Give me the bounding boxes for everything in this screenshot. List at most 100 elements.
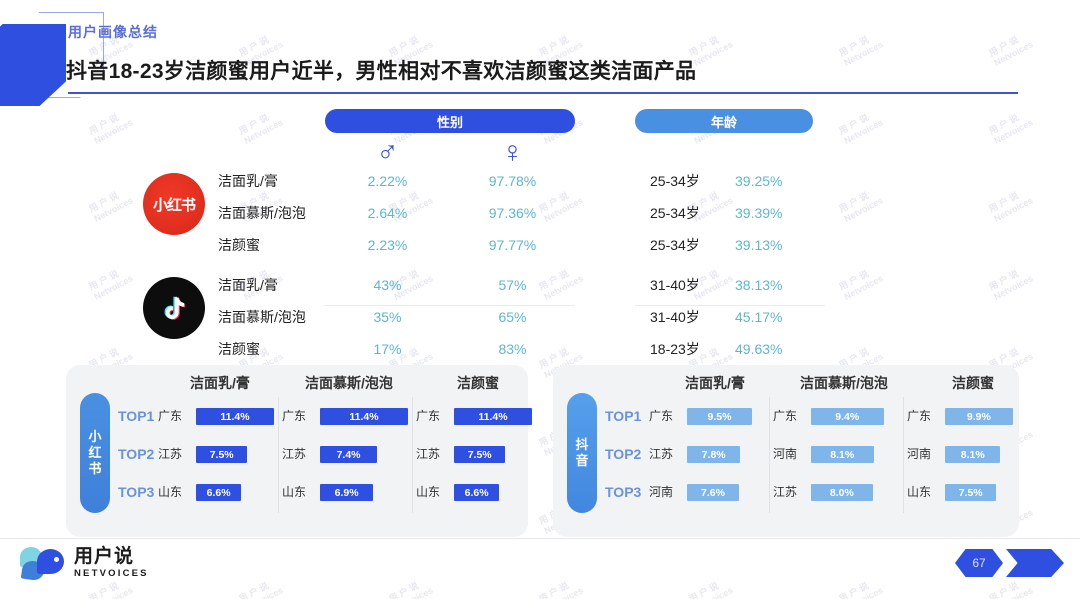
demographics-row: 洁颜蜜 17% 83% 18-23岁 49.63% bbox=[0, 333, 1080, 365]
male-percentage: 43% bbox=[373, 277, 402, 293]
percentage-bar: 11.4% bbox=[454, 408, 532, 425]
rank-label: TOP1 bbox=[605, 408, 642, 424]
column-divider bbox=[278, 397, 279, 513]
female-icon: ♀ bbox=[501, 136, 524, 169]
male-icon: ♂ bbox=[376, 136, 399, 169]
column-header: 洁颜蜜 bbox=[457, 375, 499, 391]
product-label: 洁颜蜜 bbox=[218, 237, 260, 253]
age-section-header: 年龄 bbox=[635, 109, 813, 133]
bar-track: 8.0% bbox=[811, 475, 899, 509]
column-header: 洁颜蜜 bbox=[952, 375, 994, 391]
percentage-bar: 7.5% bbox=[196, 446, 248, 463]
province-label: 山东 bbox=[158, 485, 183, 499]
bar-track: 7.8% bbox=[687, 437, 765, 471]
bar-track: 8.1% bbox=[945, 437, 1023, 471]
top3-row: TOP1 广东 11.4% 广东 11.4% 广东 11.4% bbox=[118, 399, 532, 433]
rank-label: TOP1 bbox=[118, 408, 155, 424]
percentage-bar: 7.6% bbox=[687, 484, 739, 501]
bar-track: 8.1% bbox=[811, 437, 899, 471]
platform-tab-char: 书 bbox=[88, 461, 102, 477]
age-group-label: 31-40岁 bbox=[650, 309, 700, 325]
demographics-row: 洁面慕斯/泡泡 35% 65% 31-40岁 45.17% bbox=[0, 301, 1080, 333]
province-label: 广东 bbox=[649, 409, 674, 423]
percentage-bar: 8.0% bbox=[811, 484, 873, 501]
music-note-icon bbox=[159, 293, 189, 323]
percentage-bar: 7.8% bbox=[687, 446, 741, 463]
age-percentage: 39.13% bbox=[735, 237, 783, 253]
province-label: 江苏 bbox=[773, 485, 798, 499]
bar-track: 7.5% bbox=[196, 437, 274, 471]
province-label: 广东 bbox=[907, 409, 932, 423]
province-label: 江苏 bbox=[416, 447, 441, 461]
age-group-label: 31-40岁 bbox=[650, 277, 700, 293]
rank-label: TOP3 bbox=[605, 484, 642, 500]
bar-track: 6.9% bbox=[320, 475, 408, 509]
bar-track: 11.4% bbox=[196, 399, 274, 433]
percentage-bar: 11.4% bbox=[320, 408, 408, 425]
percentage-bar: 11.4% bbox=[196, 408, 274, 425]
province-label: 山东 bbox=[416, 485, 441, 499]
demographics-row: 洁面乳/膏 2.22% 97.78% 25-34岁 39.25% bbox=[0, 165, 1080, 197]
top3-card-xiaohongshu: 小红书洁面乳/膏 洁面慕斯/泡泡 洁颜蜜 TOP1 广东 11.4% 广东 11.4% 广东 11… bbox=[66, 365, 532, 537]
platform-tab-douyin[interactable]: 抖音 bbox=[567, 393, 597, 513]
male-percentage: 17% bbox=[373, 341, 402, 357]
bar-track: 9.5% bbox=[687, 399, 765, 433]
male-percentage: 35% bbox=[373, 309, 402, 325]
rank-label: TOP2 bbox=[118, 446, 155, 462]
bar-track: 7.6% bbox=[687, 475, 765, 509]
gender-section-header: 性别 bbox=[325, 109, 575, 133]
percentage-bar: 7.5% bbox=[454, 446, 506, 463]
bar-track: 11.4% bbox=[454, 399, 532, 433]
province-label: 广东 bbox=[158, 409, 183, 423]
province-label: 广东 bbox=[416, 409, 441, 423]
bar-track: 11.4% bbox=[320, 399, 408, 433]
male-percentage: 2.64% bbox=[367, 205, 408, 221]
column-header: 洁面慕斯/泡泡 bbox=[305, 375, 393, 391]
province-label: 江苏 bbox=[649, 447, 674, 461]
demographics-rows: 洁面乳/膏 2.22% 97.78% 25-34岁 39.25% 洁面慕斯/泡泡 2.64%… bbox=[0, 165, 1080, 365]
douyin-logo bbox=[143, 277, 205, 339]
platform-tab-char: 小 bbox=[88, 428, 102, 444]
column-header: 洁面乳/膏 bbox=[685, 375, 745, 391]
product-label: 洁面慕斯/泡泡 bbox=[218, 309, 306, 325]
percentage-bar: 6.6% bbox=[454, 484, 500, 501]
row-divider bbox=[635, 305, 825, 306]
percentage-bar: 8.1% bbox=[811, 446, 874, 463]
female-percentage: 97.36% bbox=[488, 205, 537, 221]
male-percentage: 2.23% bbox=[367, 237, 408, 253]
bar-track: 7.5% bbox=[945, 475, 1023, 509]
percentage-bar: 9.9% bbox=[945, 408, 1013, 425]
male-percentage: 2.22% bbox=[367, 173, 408, 189]
platform-tab-char: 红 bbox=[88, 444, 102, 460]
section-kicker: 用户画像总结 bbox=[68, 24, 158, 40]
top3-row: TOP1 广东 9.5% 广东 9.4% 广东 9.9% bbox=[605, 399, 1013, 433]
province-label: 山东 bbox=[907, 485, 932, 499]
column-divider bbox=[769, 397, 770, 513]
bar-track: 7.5% bbox=[454, 437, 532, 471]
row-divider bbox=[325, 305, 575, 306]
age-percentage: 45.17% bbox=[735, 309, 783, 325]
female-percentage: 57% bbox=[498, 277, 527, 293]
product-label: 洁面乳/膏 bbox=[218, 173, 278, 189]
age-percentage: 39.25% bbox=[735, 173, 783, 189]
province-label: 河南 bbox=[773, 447, 798, 461]
brand-logo: 用户说 NETVOICES bbox=[20, 545, 149, 582]
percentage-bar: 7.4% bbox=[320, 446, 378, 463]
next-page-arrow-icon[interactable] bbox=[1006, 549, 1064, 577]
top3-card-douyin: 抖音洁面乳/膏 洁面慕斯/泡泡 洁颜蜜 TOP1 广东 9.5% 广东 9.4% 广东 9.9% T… bbox=[553, 365, 1019, 537]
female-percentage: 83% bbox=[498, 341, 527, 357]
bar-track: 6.6% bbox=[454, 475, 532, 509]
rank-label: TOP2 bbox=[605, 446, 642, 462]
age-group-label: 25-34岁 bbox=[650, 205, 700, 221]
top3-row: TOP3 山东 6.6% 山东 6.9% 山东 6.6% bbox=[118, 475, 518, 509]
percentage-bar: 7.5% bbox=[945, 484, 997, 501]
platform-tab-xiaohongshu[interactable]: 小红书 bbox=[80, 393, 110, 513]
fish-eye bbox=[54, 557, 59, 562]
top3-row: TOP2 江苏 7.5% 江苏 7.4% 江苏 7.5% bbox=[118, 437, 518, 471]
province-label: 江苏 bbox=[282, 447, 307, 461]
fish-shape-dark bbox=[37, 549, 64, 574]
